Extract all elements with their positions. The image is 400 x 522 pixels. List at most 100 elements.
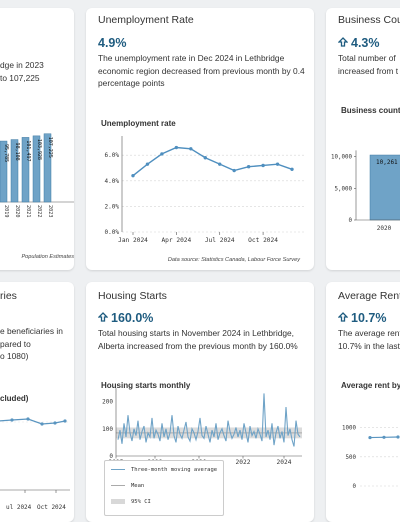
rent-card: Average Rent 10.7% The average rent 10.7… [326,282,400,522]
population-bar-label: 95,785 [3,144,9,162]
beneficiaries-xtick-2: Oct 2024 [37,504,66,511]
beneficiaries-chart-title: cluded) [0,394,29,403]
unemployment-data-point [131,173,135,178]
rent-data-point [368,435,372,440]
housing-value-text: 160.0% [111,311,154,325]
population-bar [21,137,30,203]
unemployment-data-point [145,162,150,166]
population-bar-label: 98,108 [14,143,20,161]
business-y-tick: 0 [349,218,353,224]
population-bar [32,135,41,203]
unemployment-data-point [174,145,179,150]
population-bar [0,140,8,203]
legend-item-moving-average: Three-month moving average [111,467,217,473]
housing-title: Housing Starts [98,290,167,302]
unemployment-y-tick: 2.0% [105,203,120,210]
unemployment-card: Unemployment Rate 4.9% The unemployment … [86,8,314,270]
unemployment-source: Data source: Statistics Canada, Labour F… [167,257,300,263]
rent-desc: The average rent 10.7% in the last [338,327,400,352]
business-card: Business Coun 4.3% Total number of incre… [326,8,400,270]
up-arrow-icon [337,311,349,325]
housing-desc: Total housing starts in November 2024 in… [98,328,298,351]
unemployment-value: 4.9% [98,36,127,50]
unemployment-desc: The unemployment rate in Dec 2024 in Let… [98,53,305,88]
legend-item-ci: 95% CI [111,499,151,505]
housing-legend: Three-month moving average Mean 95% CI [104,460,224,516]
rent-desc-line2: 10.7% in the last [338,340,400,351]
unemployment-y-tick: 4.0% [105,178,120,185]
unemployment-y-tick: 0.0% [105,229,120,236]
unemployment-x-tick: Jul 2024 [205,237,235,244]
business-title: Business Coun [338,14,400,26]
rent-value-text: 10.7% [351,311,387,325]
rent-data-point [382,435,386,439]
unemployment-data-point [290,167,294,171]
business-x-tick: 2020 [377,225,392,232]
population-source: Population Estimates [21,254,74,260]
unemployment-line-chart: 0.0% 2.0% 4.0% 6.0% Jan 2024 Apr 2024 Jul 2024… [105,136,306,244]
unemployment-chart-title: Unemployment rate [101,119,176,128]
rent-title: Average Rent [338,290,400,302]
housing-x-tick: 2022 [236,459,251,464]
business-bar [369,154,400,221]
beneficiaries-desc: e beneficiaries in pared to o 1080) [0,325,74,363]
unemployment-series-line [132,146,293,177]
business-value-text: 4.3% [351,36,380,50]
unemployment-y-tick: 6.0% [105,152,120,159]
population-x-tick: 2019 [3,205,9,218]
beneficiaries-desc-line1: e beneficiaries in [0,326,63,336]
up-arrow-icon [337,36,349,50]
housing-chart-title: Housing starts monthly [101,381,191,390]
business-desc-line1: Total number of [338,53,396,63]
population-desc-line1: dge in 2023 [0,60,44,70]
population-bar-label: 101,497 [25,140,31,161]
unemployment-data-point [160,152,164,156]
rent-desc-line1: The average rent [338,328,400,338]
population-bar [10,139,19,203]
beneficiaries-line-chart [0,417,70,493]
rent-y-tick: 500 [346,455,357,461]
beneficiaries-desc-line3: o 1080) [0,351,29,361]
housing-card: Housing Starts 160.0% Total housing star… [86,282,314,522]
population-x-tick: 2023 [47,205,53,218]
unemployment-data-point [189,147,193,151]
business-chart-title: Business counts [341,106,400,115]
rent-chart-title: Average rent by [341,381,400,390]
unemployment-title: Unemployment Rate [98,14,194,26]
population-bar-label: 107,225 [47,137,53,158]
unemployment-x-tick: Apr 2024 [161,237,191,244]
beneficiaries-desc-line2: pared to [0,338,31,349]
unemployment-data-point [246,165,251,169]
housing-series-line [117,393,301,447]
legend-item-mean: Mean [111,483,144,489]
unemployment-data-point [203,156,207,160]
unemployment-data-point [218,162,222,166]
business-bar-label: 10,261 [376,159,398,166]
unemployment-data-point [232,168,236,173]
housing-value: 160.0% [97,311,154,325]
unemployment-x-tick: Jan 2024 [118,237,148,244]
rent-value: 10.7% [337,311,387,325]
unemployment-data-point [275,162,280,166]
housing-y-tick: 200 [102,399,113,406]
population-card: dge in 2023 to 107,225 95,785 2019 98,108 2… [0,8,74,270]
housing-line-chart: 200100020152018202020222024 [102,388,302,464]
population-desc-line2: to 107,225 [0,72,40,83]
housing-x-tick: 2024 [277,459,292,464]
business-bar-chart: 10,000 5,000 0 10,261 2020 [331,150,400,232]
beneficiaries-card: ries e beneficiaries in pared to o 1080)… [0,282,74,522]
rent-data-point [396,435,400,439]
population-bar-chart: 95,785 2019 98,108 2020 101,497 2021 103,928 20… [0,133,74,218]
business-desc-line2: increased from t [338,65,399,76]
housing-y-tick: 100 [102,426,113,433]
housing-y-tick: 0 [109,453,113,460]
business-y-tick: 5,000 [335,186,353,192]
rent-y-tick: 0 [353,484,357,490]
up-arrow-icon [97,311,109,325]
population-x-tick: 2021 [25,205,31,218]
beneficiaries-title: ries [0,290,17,302]
population-x-tick: 2020 [14,205,20,218]
population-desc: dge in 2023 to 107,225 [0,59,74,84]
unemployment-x-tick: Oct 2024 [248,237,278,244]
business-y-tick: 10,000 [331,155,352,161]
